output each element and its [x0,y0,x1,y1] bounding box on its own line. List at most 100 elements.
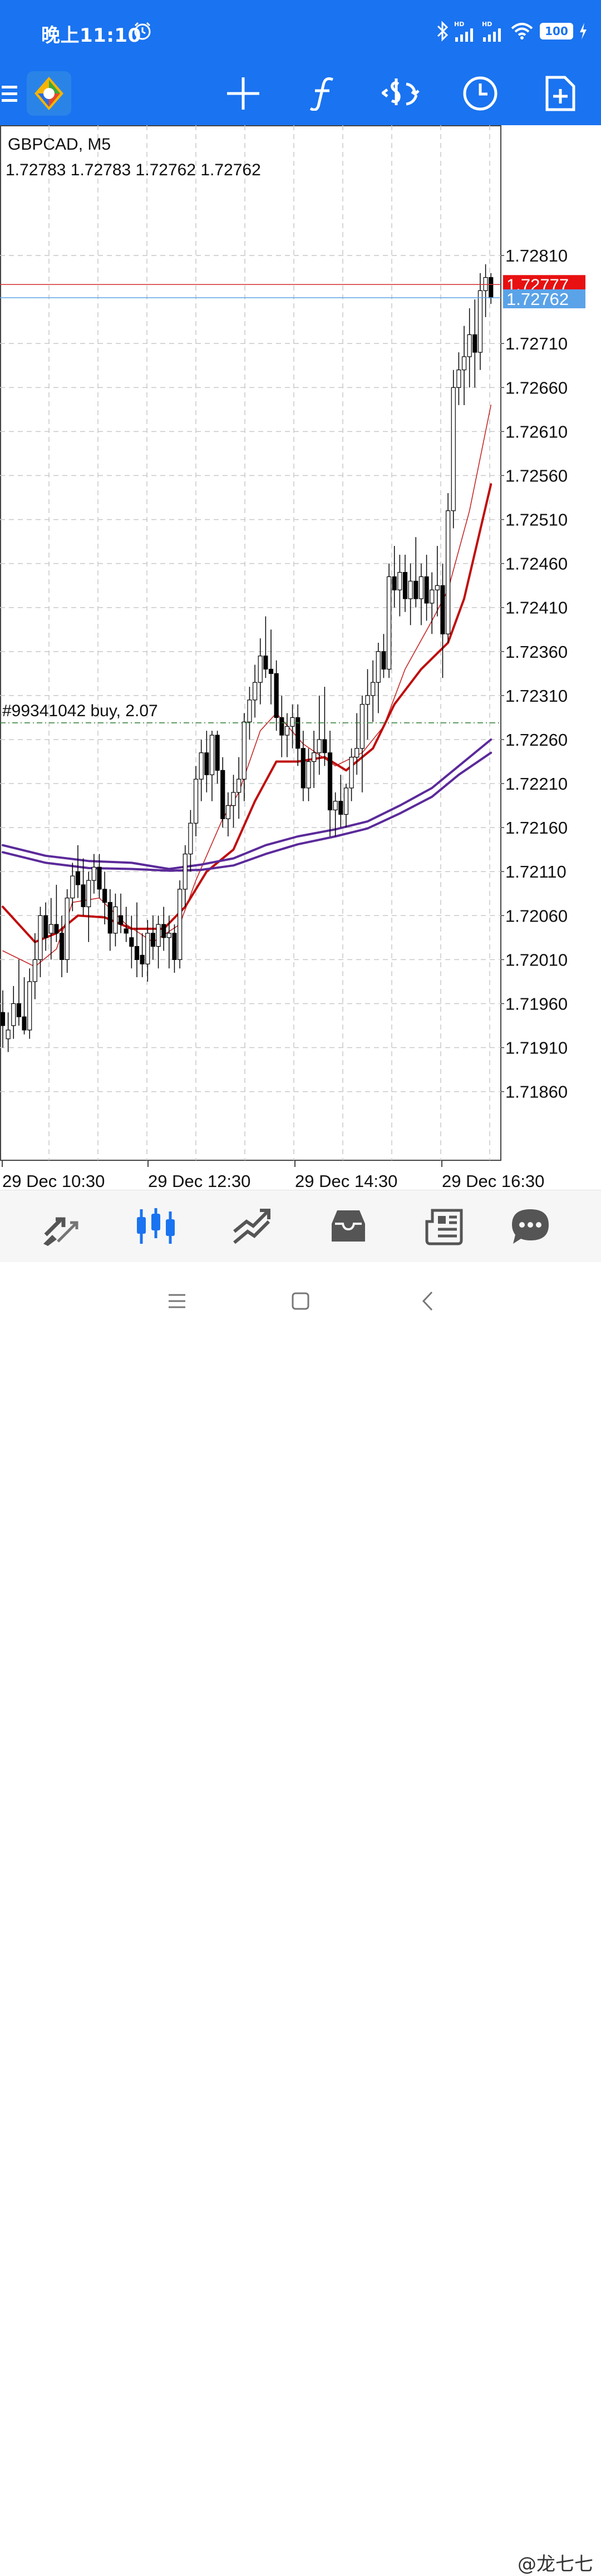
candle [11,986,16,1039]
candle [161,907,166,951]
candle-body [134,946,140,960]
candle-body [113,906,118,934]
indicators-icon [309,77,333,111]
candle-body [371,682,376,696]
candle-body [268,668,274,674]
candle-body [107,902,112,934]
candle [456,352,461,405]
candle-body [338,801,343,815]
back-button[interactable] [411,1284,444,1318]
price-tick-label: 1.72360 [505,642,568,662]
nav-quotes[interactable] [24,1190,97,1263]
candle [295,704,300,766]
candle-body [279,717,284,736]
app-logo-button[interactable] [26,61,72,125]
price-tick-label: 1.72260 [505,730,568,750]
candle-body [440,585,445,634]
candle [413,537,418,608]
candle-body [247,700,252,722]
candle [134,902,140,978]
signal-2: HD [482,21,504,42]
price-tick-label: 1.72010 [505,950,568,969]
candle-body [22,1016,27,1031]
app-logo-icon [27,71,71,116]
price-chart[interactable]: 1.72810 1.72710 1.72660 1.72610 1.72560 1.725… [0,125,601,1190]
home-button[interactable] [284,1284,317,1318]
status-time: 晚上11:10 [41,24,141,47]
candle [242,713,247,801]
candle [22,977,27,1035]
symbol-change-button[interactable] [376,61,430,125]
menu-icon [2,85,17,102]
candle-body [220,770,225,819]
price-tick-label: 1.72660 [505,378,568,397]
candle-body [263,656,268,670]
timeframe-button[interactable] [455,61,505,125]
nav-trade[interactable] [216,1190,288,1263]
candle [461,326,467,405]
candle [97,854,102,898]
candle-body [75,871,81,885]
candle [333,792,338,836]
candle [199,739,204,801]
candle [300,731,306,801]
candle-body [124,928,129,934]
nav-news[interactable] [408,1190,481,1263]
price-tick-label: 1.72060 [505,906,568,925]
candle [172,924,177,973]
candle [306,748,311,801]
candle [418,563,424,625]
candle-body [354,748,359,758]
new-order-button[interactable] [535,61,585,125]
price-tick-label: 1.72410 [505,598,568,618]
time-tick-label: 29 Dec 12:30 [148,1171,250,1190]
crosshair-button[interactable] [218,61,268,125]
candle-body [166,933,171,938]
candle [204,731,209,792]
candle [140,933,145,978]
candle [183,845,188,907]
candle-body [172,933,177,960]
chart-toolbar [0,61,601,125]
candle [225,792,230,836]
candle-body [27,981,32,1031]
chat-icon [512,1209,549,1244]
nav-chat[interactable] [494,1190,566,1263]
signal-icon [483,28,501,42]
candle [70,863,75,912]
indicators-button[interactable] [297,61,347,125]
menu-icon [169,1294,185,1308]
candle [188,810,193,872]
candle [145,920,150,982]
menu-button[interactable] [0,61,20,125]
candle-body [386,576,392,670]
candle [150,915,156,960]
trade-icon [233,1209,270,1244]
battery-indicator: 100 [540,23,573,40]
candle [215,731,220,784]
candle [354,713,359,775]
candle-body [178,889,183,960]
moving-average-line-3 [2,738,492,870]
candle-body [392,576,397,590]
nav-chart[interactable] [120,1190,192,1263]
chart-grid [0,125,501,1161]
nav-history[interactable] [312,1190,385,1263]
back-icon [422,1291,433,1311]
candle [268,629,274,705]
candle [322,687,327,766]
candle-body [188,822,193,855]
candle-body [209,735,215,775]
system-navigation: @龙七七 [0,1262,601,2575]
candle-body [461,356,467,371]
candle [124,907,129,942]
recent-apps-button[interactable] [160,1284,194,1318]
candle [371,660,376,722]
candle [75,845,81,898]
ohlc-label: 1.72783 1.72783 1.72762 1.72762 [6,161,261,179]
chart-icon [137,1208,175,1244]
candle-body [215,735,220,771]
candle [209,731,215,801]
candle-body [343,787,349,815]
candle [386,563,392,678]
